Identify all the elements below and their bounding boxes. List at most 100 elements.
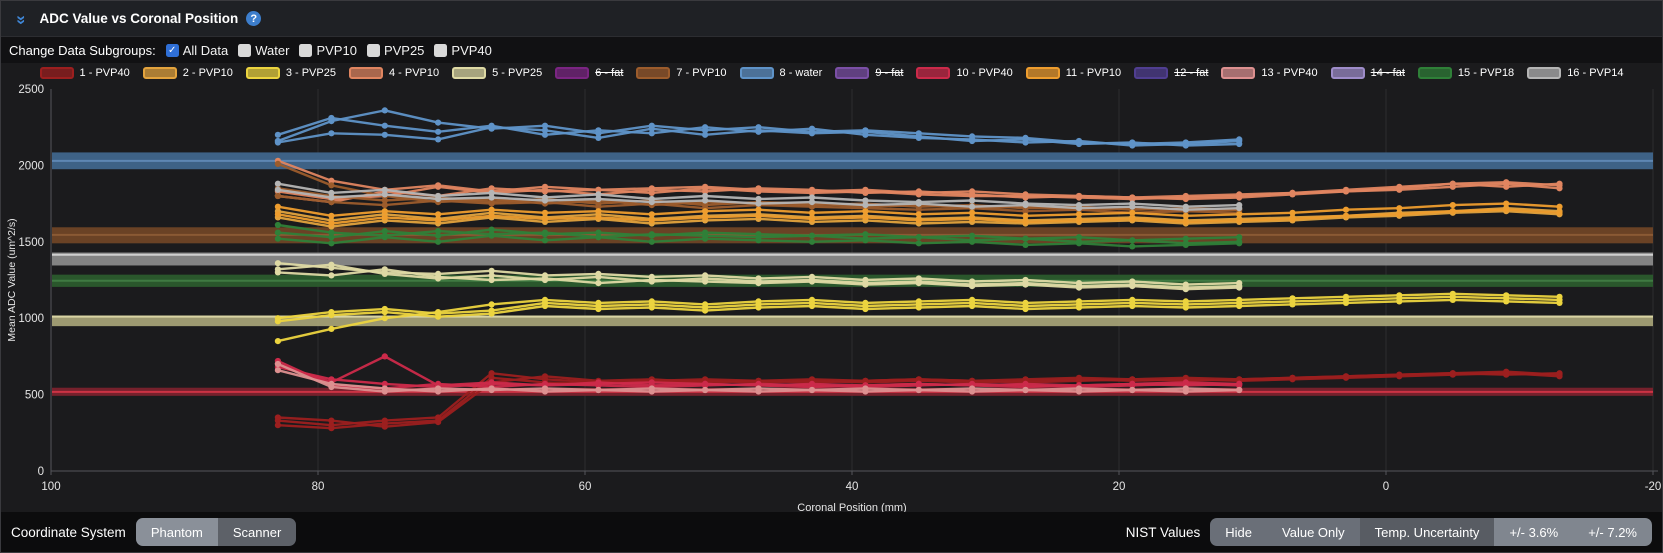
help-icon[interactable]: ? xyxy=(246,11,262,26)
data-point xyxy=(1342,299,1350,306)
data-point xyxy=(1022,212,1029,219)
legend-item-15[interactable]: 15 - PVP18 xyxy=(1417,67,1515,79)
data-point xyxy=(1236,205,1243,212)
legend-swatch xyxy=(1221,67,1256,79)
data-point xyxy=(648,388,655,395)
data-point xyxy=(328,177,335,184)
data-point xyxy=(1075,388,1083,395)
legend-item-6[interactable]: 6 - fat xyxy=(555,67,623,79)
data-point xyxy=(1075,217,1083,224)
data-point xyxy=(1289,374,1296,381)
series-15[interactable] xyxy=(274,221,1243,250)
data-point xyxy=(755,388,762,395)
legend-item-14[interactable]: 14 - fat xyxy=(1330,67,1405,79)
data-point xyxy=(595,379,602,386)
collapse-chevron-icon[interactable]: » xyxy=(12,15,32,22)
data-point xyxy=(435,313,442,320)
data-point xyxy=(808,232,816,239)
checkbox-icon[interactable] xyxy=(434,43,448,57)
data-point xyxy=(808,194,816,201)
data-point xyxy=(488,194,495,201)
data-point xyxy=(969,237,976,244)
legend-item-9[interactable]: 9 - fat xyxy=(835,67,903,79)
data-point xyxy=(328,189,335,196)
data-point xyxy=(1236,211,1243,218)
checkbox-label: PVP40 xyxy=(451,42,492,58)
legend-item-7[interactable]: 7 - PVP10 xyxy=(636,67,727,79)
legend-label: 5 - PVP25 xyxy=(492,67,543,79)
nist-36-button[interactable]: +/- 3.6% xyxy=(1494,518,1574,546)
checkbox-icon[interactable] xyxy=(238,43,252,57)
data-point xyxy=(969,302,976,310)
checkbox-all-data[interactable]: ✓ All Data xyxy=(165,43,228,58)
series-1[interactable] xyxy=(274,368,1563,432)
legend-item-8[interactable]: 8 - water xyxy=(739,67,822,79)
legend-item-16[interactable]: 16 - PVP14 xyxy=(1527,67,1623,79)
legend-item-2[interactable]: 2 - PVP10 xyxy=(142,67,233,79)
scanner-button[interactable]: Scanner xyxy=(217,518,297,546)
checkbox-icon[interactable]: ✓ xyxy=(165,43,179,57)
data-point xyxy=(435,211,442,218)
checkbox-pvp40[interactable]: PVP40 xyxy=(434,42,492,58)
checkbox-icon[interactable] xyxy=(299,43,313,57)
checkbox-pvp25[interactable]: PVP25 xyxy=(366,43,424,58)
data-point xyxy=(595,191,602,198)
data-point xyxy=(381,191,388,198)
data-point xyxy=(595,127,602,134)
data-point xyxy=(915,280,922,287)
legend-item-1[interactable]: 1 - PVP40 xyxy=(39,67,130,79)
data-point xyxy=(862,377,869,384)
data-point xyxy=(1022,218,1029,225)
data-point xyxy=(381,122,388,129)
data-point xyxy=(381,270,388,277)
data-point xyxy=(915,200,922,207)
data-point xyxy=(702,232,709,239)
phantom-button[interactable]: Phantom xyxy=(135,518,218,546)
series-4[interactable] xyxy=(274,157,1563,206)
data-point xyxy=(488,374,495,381)
x-tick-label: 0 xyxy=(1383,481,1389,493)
panel-header: » ADC Value vs Coronal Position ? xyxy=(1,1,1662,37)
series-5[interactable] xyxy=(274,260,1243,293)
plot-area: 100 80 60 40 20 0 -20 0 500 1000 1500 2000 2500 Coron… xyxy=(6,84,1661,514)
data-point xyxy=(488,212,495,219)
legend-item-13[interactable]: 13 - PVP40 xyxy=(1221,67,1318,79)
legend-item-5[interactable]: 5 - PVP25 xyxy=(452,67,542,79)
legend-item-12[interactable]: 12 - fat xyxy=(1134,67,1208,79)
legend-swatch xyxy=(1025,67,1060,79)
nist-72-button[interactable]: +/- 7.2% xyxy=(1573,518,1652,546)
data-point xyxy=(274,229,281,236)
legend-item-3[interactable]: 3 - PVP25 xyxy=(245,67,336,79)
legend-item-4[interactable]: 4 - PVP10 xyxy=(348,67,439,79)
series-16[interactable] xyxy=(274,180,1243,213)
legend-swatch xyxy=(39,67,74,79)
data-point xyxy=(755,212,762,219)
checkbox-icon[interactable] xyxy=(366,43,380,57)
data-point xyxy=(1075,377,1083,384)
checkbox-water[interactable]: Water xyxy=(238,43,289,58)
y-tick-label: 2000 xyxy=(18,160,44,172)
data-point xyxy=(915,380,922,387)
nist-value-only-button[interactable]: Value Only xyxy=(1267,518,1360,546)
series-13[interactable] xyxy=(274,360,1243,395)
data-point xyxy=(435,388,442,395)
checkbox-pvp10[interactable]: PVP10 xyxy=(299,43,357,58)
data-point xyxy=(1396,371,1403,378)
legend-swatch xyxy=(1417,67,1452,79)
series-8[interactable] xyxy=(274,107,1243,149)
data-point xyxy=(435,119,442,126)
nist-hide-button[interactable]: Hide xyxy=(1210,518,1268,546)
data-point xyxy=(1075,238,1083,245)
legend-item-11[interactable]: 11 - PVP10 xyxy=(1025,67,1121,79)
series-11[interactable] xyxy=(274,200,1563,227)
data-point xyxy=(1129,283,1136,290)
data-point xyxy=(435,232,442,239)
data-point xyxy=(862,214,869,221)
nist-temp-uncertainty-button[interactable]: Temp. Uncertainty xyxy=(1359,518,1495,546)
legend-label: 15 - PVP18 xyxy=(1457,67,1515,79)
data-point xyxy=(1075,304,1083,311)
data-point xyxy=(862,197,869,204)
series-3[interactable] xyxy=(274,290,1563,345)
legend-item-10[interactable]: 10 - PVP40 xyxy=(916,67,1013,79)
data-point xyxy=(1236,284,1243,291)
